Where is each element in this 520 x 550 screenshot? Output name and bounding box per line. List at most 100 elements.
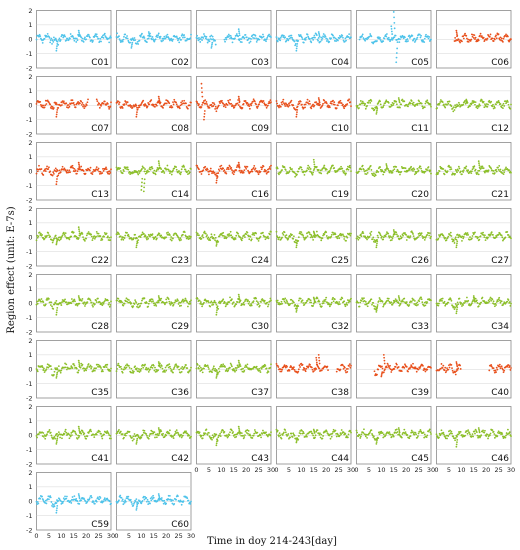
data-point [238, 97, 240, 100]
data-point [66, 368, 68, 371]
data-point [495, 236, 498, 238]
panel-c24: C24 [195, 208, 272, 267]
y-tick-label: -2 [26, 262, 32, 270]
data-point [399, 106, 401, 109]
data-point [190, 435, 192, 438]
data-point [232, 301, 235, 304]
data-point [372, 107, 375, 110]
data-point [156, 36, 159, 38]
data-point [78, 427, 80, 430]
data-point [245, 233, 248, 236]
data-point [316, 297, 319, 300]
data-point [86, 435, 89, 438]
data-point [508, 301, 511, 303]
data-point [416, 36, 419, 39]
data-point [81, 102, 84, 104]
data-point [58, 37, 61, 40]
data-point [92, 170, 94, 173]
data-point [308, 166, 311, 169]
data-point [248, 238, 251, 241]
data-point [482, 231, 484, 234]
panel-label: C42 [171, 454, 189, 464]
data-point [280, 370, 283, 373]
data-point [465, 165, 468, 168]
data-point [262, 231, 264, 234]
data-point [110, 236, 112, 239]
data-point [509, 107, 512, 110]
data-point [478, 169, 481, 172]
data-point [287, 237, 290, 240]
data-point [95, 433, 98, 436]
data-point [278, 301, 280, 304]
data-point [312, 370, 315, 373]
panel-c20: C20 [355, 142, 432, 201]
data-point [89, 364, 92, 367]
data-point [186, 301, 189, 304]
data-point [81, 37, 84, 40]
data-point [95, 230, 98, 233]
data-point [448, 366, 451, 369]
data-point [172, 169, 174, 172]
data-point [401, 98, 404, 101]
data-point [78, 33, 81, 35]
data-point [132, 104, 135, 107]
data-point [412, 233, 414, 235]
data-point [188, 104, 191, 107]
panel-c09: C09 [195, 76, 272, 135]
data-point [477, 236, 479, 239]
data-point [59, 371, 62, 374]
data-point [74, 106, 77, 109]
data-point [140, 436, 143, 439]
data-point [261, 298, 264, 300]
data-point [324, 300, 326, 303]
data-point [221, 99, 223, 102]
data-point [201, 103, 203, 106]
data-point [346, 236, 349, 239]
data-point [474, 38, 476, 41]
data-point [77, 161, 80, 164]
data-point [455, 312, 458, 315]
data-point [279, 39, 282, 42]
data-point [320, 39, 323, 41]
data-point [447, 368, 450, 371]
data-point [200, 87, 203, 89]
data-point [456, 103, 458, 106]
data-point [360, 299, 363, 302]
data-point [364, 300, 367, 303]
data-point [234, 238, 237, 240]
data-point [282, 98, 285, 101]
data-point [237, 28, 240, 31]
data-point [61, 165, 64, 168]
data-point [281, 103, 283, 106]
data-point [280, 300, 283, 303]
data-point [395, 52, 398, 54]
data-point [84, 239, 86, 242]
data-point [469, 105, 471, 107]
data-point [482, 167, 485, 169]
data-point [264, 364, 267, 367]
data-point [324, 35, 327, 38]
data-point [358, 237, 361, 239]
data-point [185, 430, 187, 433]
data-point [368, 168, 370, 171]
y-tick-label: 1 [28, 21, 32, 29]
data-point [489, 296, 492, 299]
data-point [450, 235, 453, 237]
data-point [48, 36, 51, 39]
data-point [59, 171, 62, 174]
data-point [158, 364, 161, 366]
data-point [464, 32, 466, 35]
data-point [430, 299, 432, 302]
data-point [222, 105, 225, 108]
data-point [449, 231, 452, 234]
data-point [330, 301, 333, 304]
data-point [508, 365, 511, 367]
data-point [78, 363, 81, 365]
data-point [55, 180, 58, 183]
data-point [135, 246, 138, 249]
data-point [200, 173, 203, 175]
data-point [109, 105, 112, 108]
data-point [73, 364, 76, 367]
data-point [283, 103, 286, 106]
data-point [53, 435, 56, 438]
